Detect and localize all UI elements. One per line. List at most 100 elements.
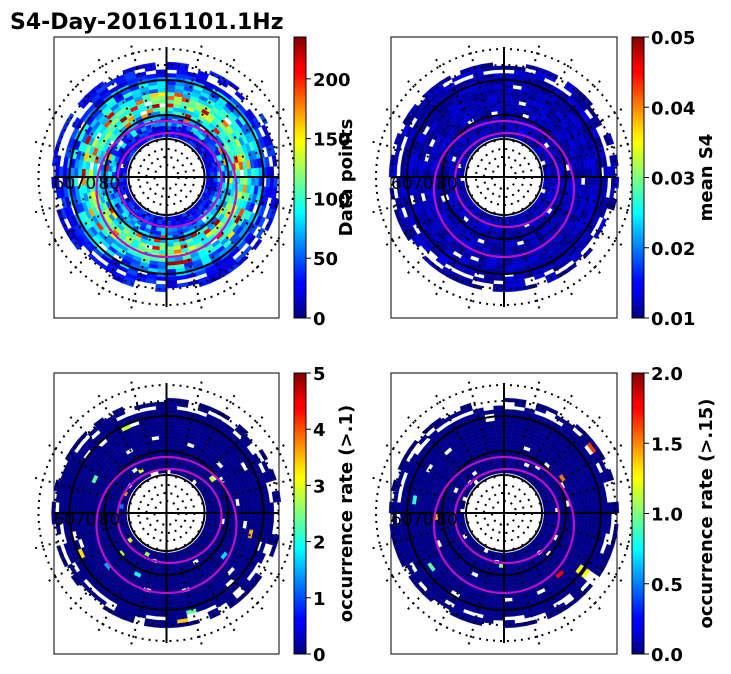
heatmap-cells xyxy=(51,61,280,293)
heatmap-cell xyxy=(157,261,167,266)
contour-outer xyxy=(95,119,238,259)
heatmap-cell xyxy=(155,287,167,293)
heatmap-cell xyxy=(503,586,512,591)
heatmap-cell xyxy=(503,95,513,101)
heatmap-cell xyxy=(159,582,167,587)
heatmap-cell xyxy=(157,424,167,429)
heatmap-cell xyxy=(503,91,513,97)
heatmap-cell xyxy=(503,612,515,617)
colorbar xyxy=(631,36,645,319)
heatmap-cell xyxy=(166,431,175,437)
heatmap-cell xyxy=(493,405,505,410)
heatmap-cell xyxy=(573,505,578,514)
heatmap-cell xyxy=(503,99,512,104)
heatmap-cell xyxy=(166,88,176,93)
lat-label: 70 xyxy=(75,174,97,194)
heatmap-cell xyxy=(496,246,505,251)
colorbar-tick-label: 0.03 xyxy=(651,169,695,190)
heatmap-cell xyxy=(250,176,256,186)
colorbar-tick-label: 1 xyxy=(313,589,326,610)
heatmap-cell xyxy=(156,276,167,281)
heatmap-cell xyxy=(166,612,177,617)
heatmap-cell xyxy=(494,84,505,89)
heatmap-cell xyxy=(265,176,271,188)
heatmap-cell xyxy=(494,416,505,422)
heatmap-cell xyxy=(159,246,167,251)
heatmap-cell xyxy=(87,252,99,264)
heatmap-cell xyxy=(159,242,167,248)
heatmap-cell xyxy=(584,168,590,178)
heatmap-cell xyxy=(492,287,505,293)
heatmap-cell xyxy=(159,106,167,112)
heatmap-cell xyxy=(580,168,586,178)
heatmap-cell xyxy=(166,405,178,410)
heatmap-cell xyxy=(494,420,505,425)
heatmap-cell xyxy=(495,257,505,263)
heatmap-cell xyxy=(166,401,178,407)
heatmap-cell xyxy=(166,435,175,440)
heatmap-cell xyxy=(166,280,178,285)
heatmap-cell xyxy=(588,504,593,514)
heatmap-cell xyxy=(495,427,505,433)
heatmap-cell xyxy=(250,504,256,514)
heatmap-cell xyxy=(503,103,512,108)
heatmap-cell xyxy=(503,435,512,440)
heatmap-cell xyxy=(264,219,273,232)
heatmap-cell xyxy=(158,250,167,255)
heatmap-cell xyxy=(166,276,177,281)
heatmap-cell xyxy=(166,409,177,414)
heatmap-cell xyxy=(156,73,167,78)
heatmap-cell xyxy=(503,280,515,285)
heatmap-cell xyxy=(503,250,512,255)
heatmap-cell xyxy=(166,73,177,78)
heatmap-cell xyxy=(166,424,176,429)
heatmap-cell xyxy=(156,80,167,86)
heatmap-cell xyxy=(166,416,177,422)
heatmap-cell xyxy=(166,84,176,89)
heatmap-cell xyxy=(157,88,167,93)
heatmap-cell xyxy=(503,431,513,437)
lat-label: 70 xyxy=(412,174,434,194)
heatmap-cell xyxy=(493,409,505,414)
colorbar-tick-label: 100 xyxy=(313,189,351,210)
heatmap-cell xyxy=(155,405,167,410)
heatmap-cell xyxy=(496,439,505,444)
heatmap-cell xyxy=(577,512,582,521)
heatmap-cell xyxy=(156,416,167,422)
heatmap-cell xyxy=(493,616,505,621)
heatmap-cell xyxy=(496,435,505,440)
heatmap-cell xyxy=(158,586,167,591)
colorbar xyxy=(293,36,307,319)
heatmap-cell xyxy=(496,103,505,108)
heatmap-cell xyxy=(503,582,512,587)
lat-label: 80 xyxy=(99,510,121,530)
colorbar-tick-label: 0.05 xyxy=(651,28,695,49)
heatmap-cell xyxy=(158,593,167,599)
lat-label: 60 xyxy=(54,510,76,530)
heatmap-cell xyxy=(603,166,608,178)
heatmap-cell xyxy=(495,431,505,437)
heatmap-cell xyxy=(166,442,174,448)
heatmap-cell xyxy=(166,582,174,587)
heatmap-cell xyxy=(252,238,263,251)
heatmap-cell xyxy=(269,166,275,178)
heatmap-cell xyxy=(155,69,167,74)
heatmap-cell xyxy=(158,435,167,440)
heatmap-cell xyxy=(503,424,513,429)
heatmap-cell xyxy=(496,442,505,448)
heatmap-cell xyxy=(588,512,593,522)
heatmap-cell xyxy=(156,612,167,617)
heatmap-cell xyxy=(254,167,260,178)
lat-label: 80 xyxy=(99,174,121,194)
heatmap-cell xyxy=(584,504,590,514)
heatmap-cell xyxy=(503,578,512,584)
heatmap-cell xyxy=(247,504,252,514)
heatmap-cell xyxy=(580,504,586,514)
heatmap-cell xyxy=(503,257,513,263)
heatmap-cell xyxy=(166,420,176,425)
heatmap-cell xyxy=(166,242,174,248)
heatmap-cell xyxy=(157,420,167,425)
heatmap-cell xyxy=(166,246,174,251)
heatmap-cell xyxy=(503,88,513,93)
